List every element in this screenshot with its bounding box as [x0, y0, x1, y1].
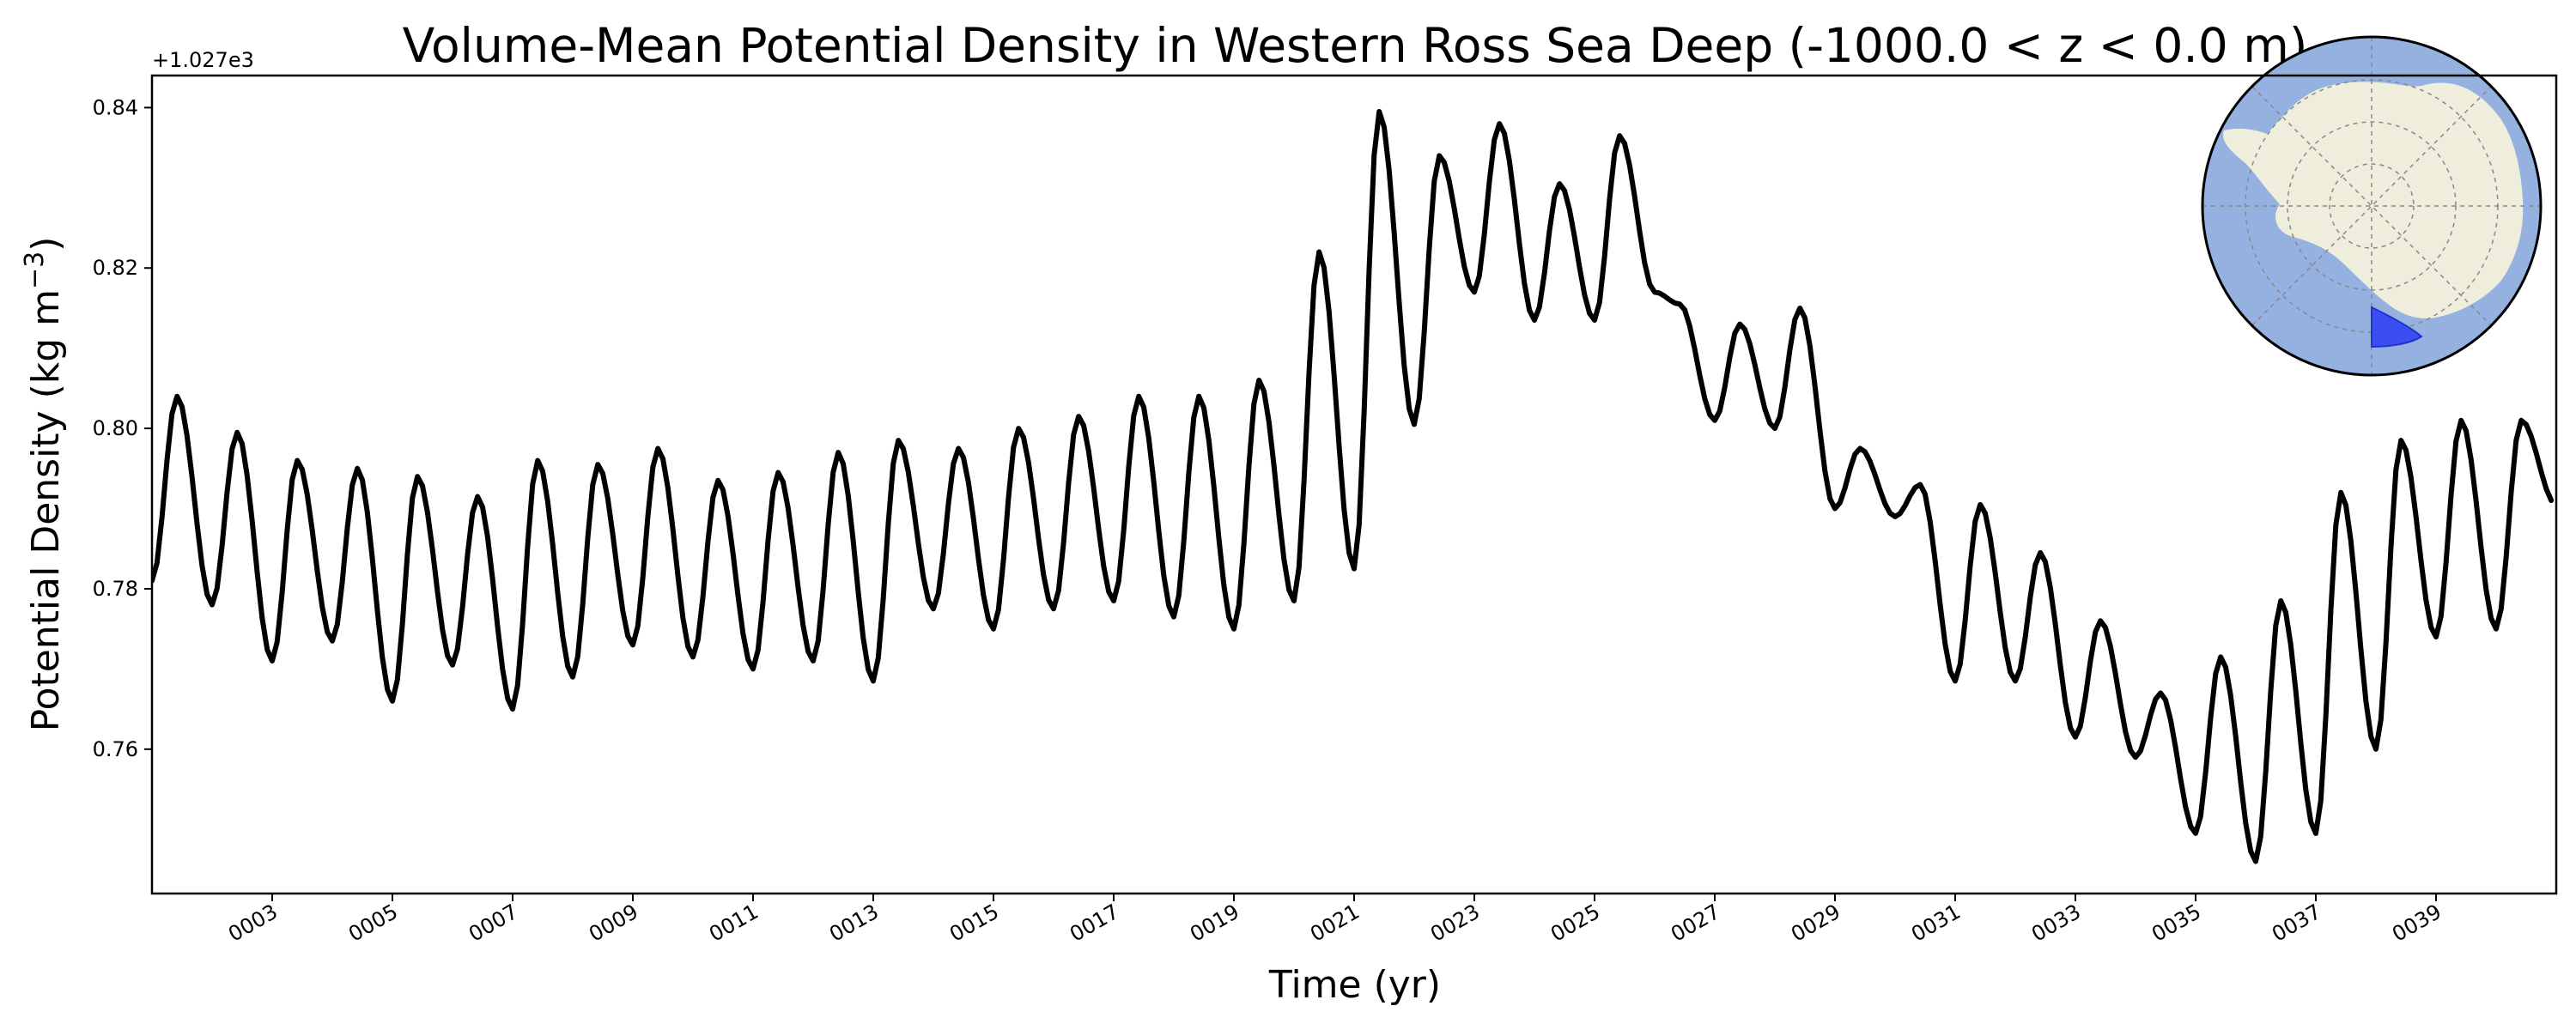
plot-frame	[150, 74, 2558, 895]
x-tick-label: 0011	[705, 900, 762, 947]
x-tick-label: 0031	[1907, 900, 1965, 947]
x-tick-label: 0029	[1787, 900, 1844, 947]
y-axis-label-text: Potential Density (kg m	[24, 289, 68, 731]
x-tick-label: 0013	[825, 900, 883, 947]
x-tick-label: 0015	[945, 900, 1003, 947]
inset-border	[2201, 35, 2543, 377]
y-tick-label: 0.82	[93, 256, 138, 280]
x-tick-label: 0003	[224, 900, 282, 947]
x-axis-label: Time (yr)	[1268, 963, 1441, 1007]
x-tick-label: 0005	[344, 900, 402, 947]
y-tick-label: 0.80	[93, 416, 138, 440]
x-tick-label: 0023	[1426, 900, 1484, 947]
x-tick-label: 0017	[1066, 900, 1123, 947]
y-axis-label: Potential Density (kg m−3)	[20, 237, 68, 732]
x-axis: 0003 0005 0007 0009 0011 0013 0015 0017 0019 0021…	[224, 894, 2445, 947]
chart-title: Volume-Mean Potential Density in Western…	[403, 18, 2308, 73]
x-tick-label: 0037	[2268, 900, 2325, 947]
y-tick-label: 0.78	[93, 577, 138, 601]
x-tick-label: 0035	[2148, 900, 2205, 947]
inset-antarctica-land	[2223, 82, 2524, 319]
y-offset-label: +1.027e3	[152, 48, 254, 72]
x-tick-label: 0039	[2388, 900, 2445, 947]
x-tick-label: 0019	[1186, 900, 1243, 947]
y-axis-label-exponent: −3	[20, 251, 50, 289]
inset-western-ross-sea-region	[2371, 306, 2423, 348]
x-tick-label: 0025	[1546, 900, 1604, 947]
x-tick-label: 0033	[2027, 900, 2085, 947]
x-tick-label: 0027	[1667, 900, 1724, 947]
series-line	[152, 109, 2555, 864]
x-tick-label: 0007	[465, 900, 522, 947]
y-tick-label: 0.76	[93, 737, 138, 761]
y-tick-label: 0.84	[93, 95, 138, 119]
x-tick-label: 0009	[585, 900, 642, 947]
y-axis-label-close: )	[24, 237, 68, 251]
x-tick-label: 0021	[1306, 900, 1364, 947]
antarctica-inset-map	[2201, 35, 2543, 377]
y-axis: 0.76 0.78 0.80 0.82 0.84	[93, 95, 152, 761]
